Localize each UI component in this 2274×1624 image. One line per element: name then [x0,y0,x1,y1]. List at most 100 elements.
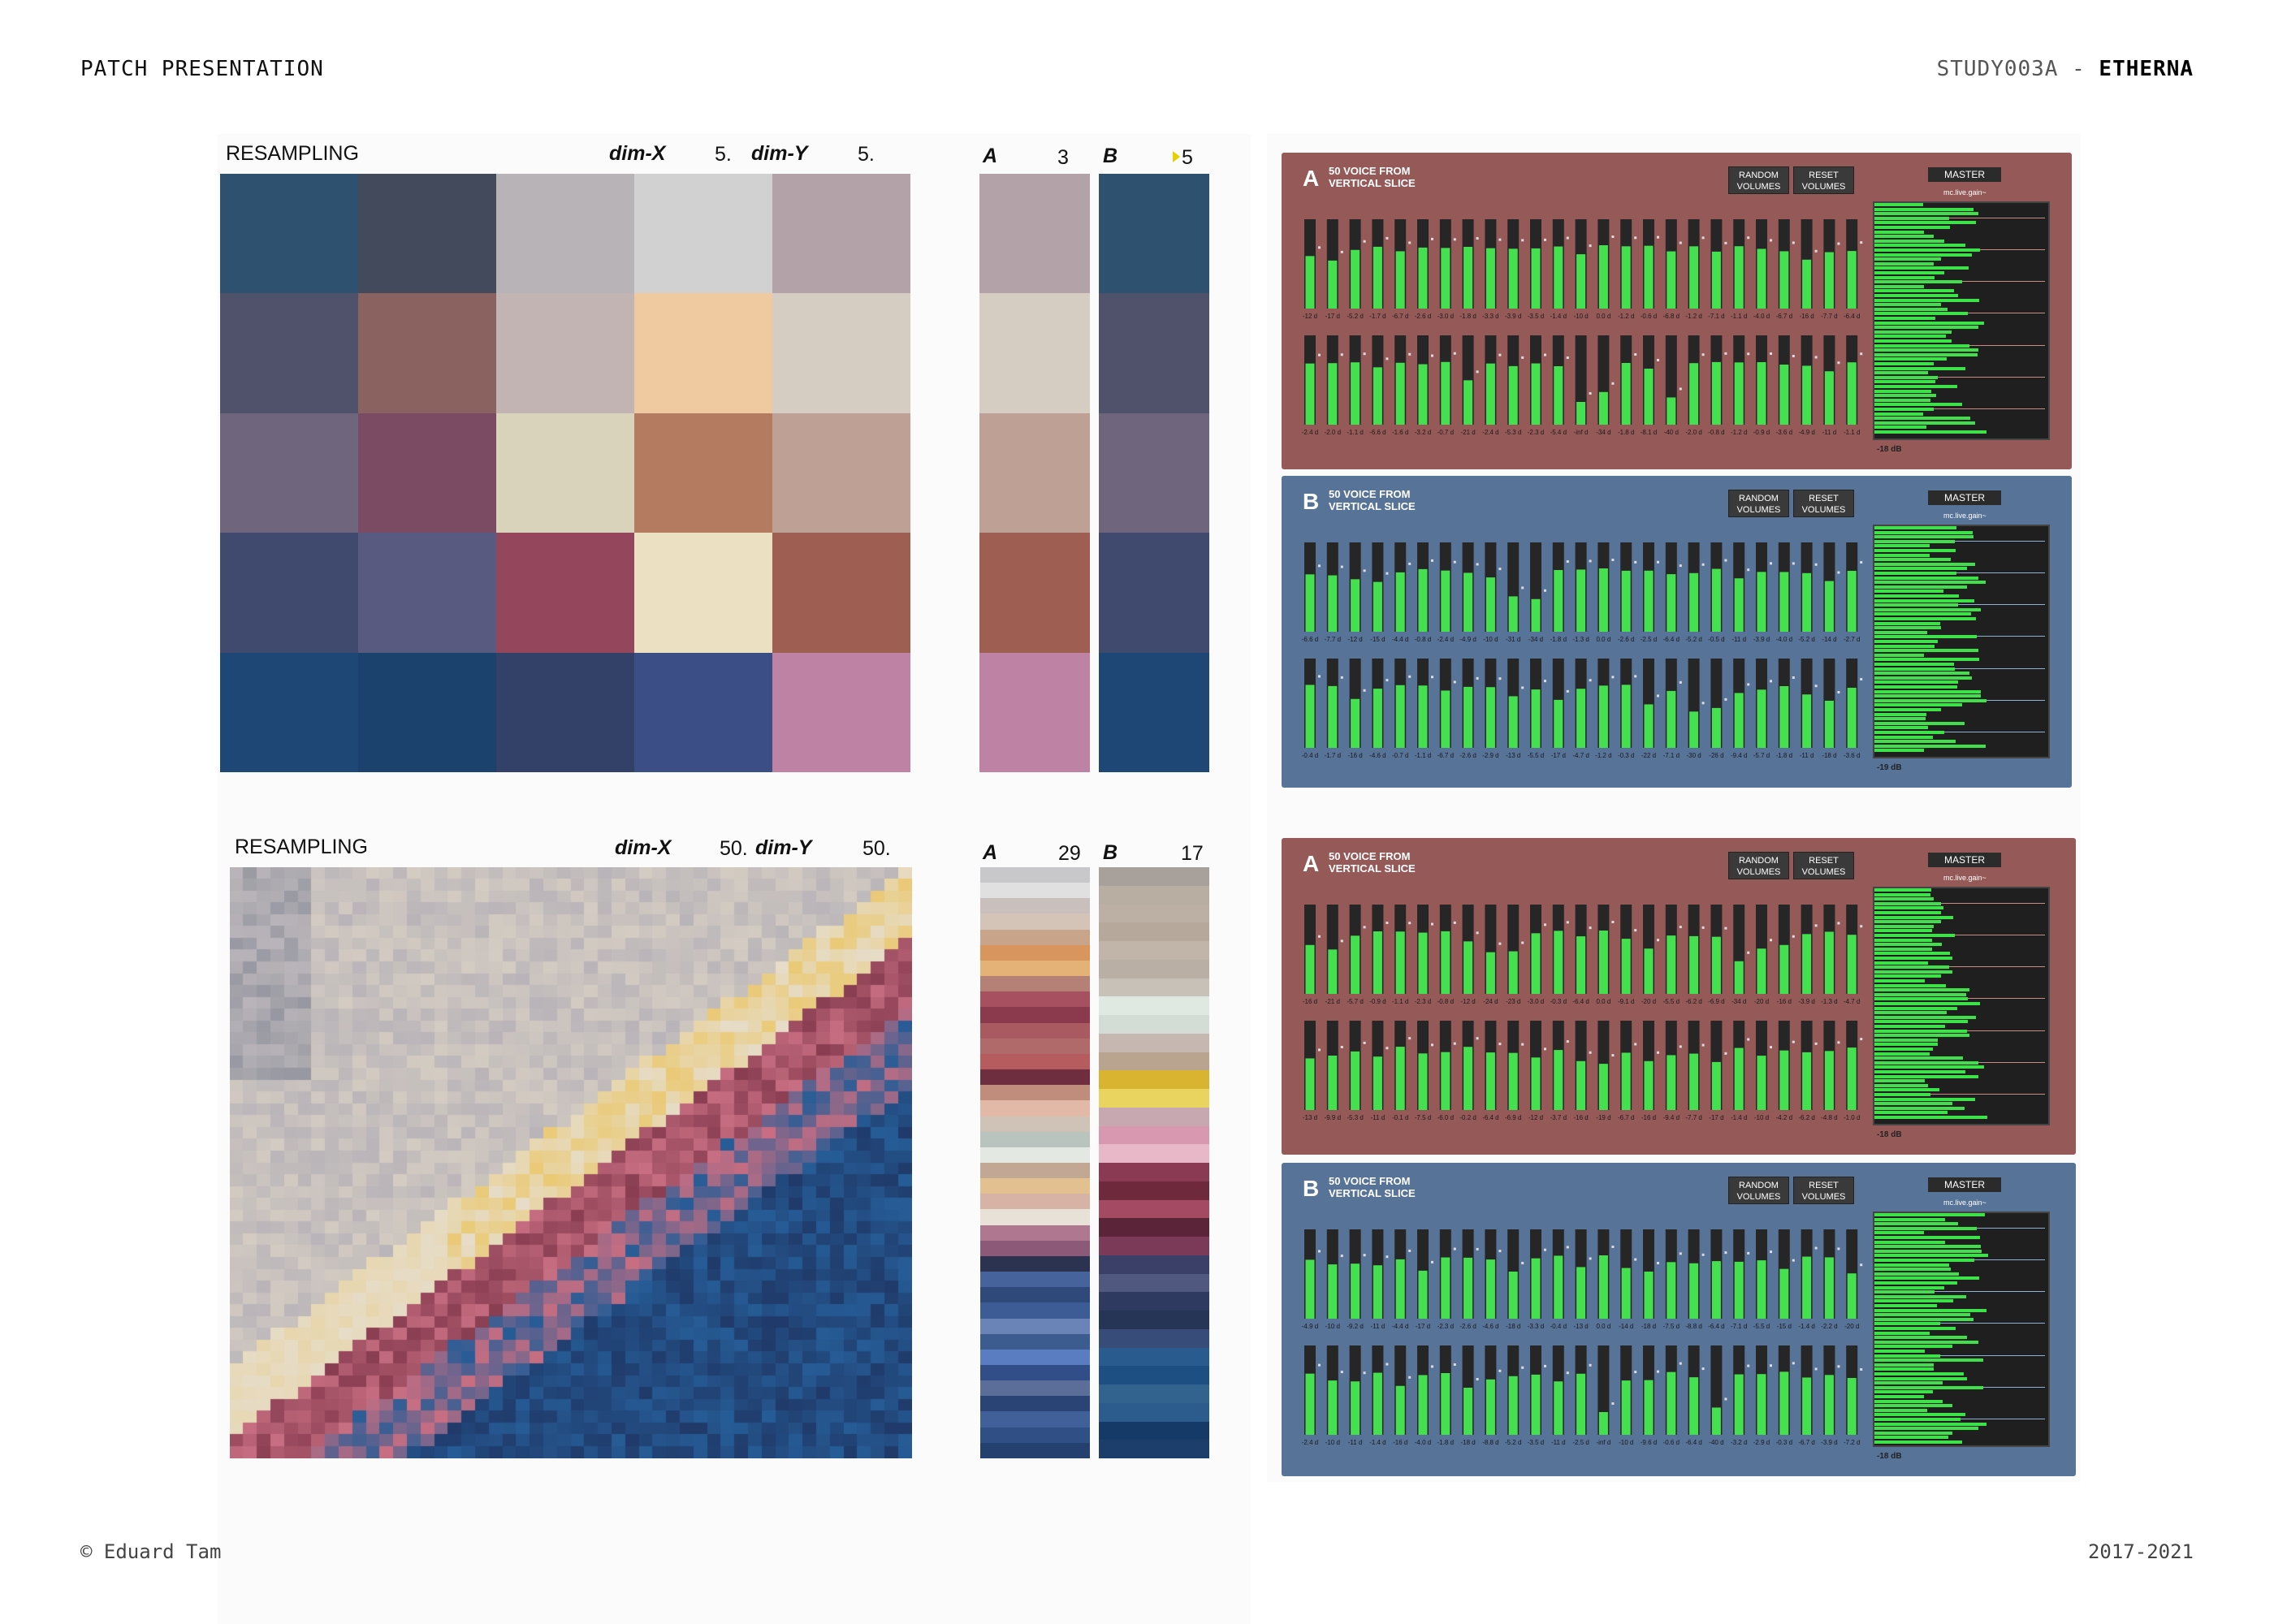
fader-handle[interactable] [1657,1370,1659,1373]
fader-handle[interactable] [1747,683,1750,686]
fader-handle[interactable] [1521,1043,1524,1046]
fader-handle[interactable] [1566,921,1569,924]
fader-handle[interactable] [1860,352,1863,356]
fader-handle[interactable] [1814,685,1818,688]
master-gain-meter[interactable] [1873,201,2050,440]
master-button[interactable]: MASTER [1928,490,2001,505]
fader-handle[interactable] [1792,355,1795,357]
fader-handle[interactable] [1318,246,1321,249]
fader-handle[interactable] [1498,568,1502,571]
fader-handle[interactable] [1792,676,1795,679]
fader-handle[interactable] [1679,1362,1682,1365]
fader-handle[interactable] [1431,1365,1433,1368]
reset-volumes-button[interactable]: RESET VOLUMES [1793,490,1854,517]
fader-handle[interactable] [1318,564,1321,568]
reset-volumes-button[interactable]: RESET VOLUMES [1793,1177,1854,1204]
fader-handle[interactable] [1544,589,1546,592]
fader-handle[interactable] [1340,250,1343,253]
dimy-value[interactable]: 5. [858,143,875,166]
fader-handle[interactable] [1701,702,1705,705]
fader-handle[interactable] [1679,387,1682,391]
fader-handle[interactable] [1431,1043,1433,1047]
fader-handle[interactable] [1453,921,1456,924]
fader-handle[interactable] [1770,352,1772,355]
fader-handle[interactable] [1860,561,1863,564]
fader-handle[interactable] [1453,352,1456,355]
fader-handle[interactable] [1544,680,1546,683]
fader-handle[interactable] [1453,1042,1456,1045]
fader-handle[interactable] [1544,1364,1546,1367]
random-volumes-button[interactable]: RANDOM VOLUMES [1728,1177,1789,1204]
fader-handle[interactable] [1363,689,1366,692]
fader-handle[interactable] [1566,356,1569,359]
fader-handle[interactable] [1318,1363,1321,1367]
fader-handle[interactable] [1792,1040,1795,1043]
fader-handle[interactable] [1431,559,1433,562]
fader-handle[interactable] [1318,675,1321,678]
fader-handle[interactable] [1724,1052,1727,1055]
fader-handle[interactable] [1453,1363,1456,1366]
fader-handle[interactable] [1566,1371,1569,1375]
fader-handle[interactable] [1589,244,1592,248]
fader-handle[interactable] [1340,1046,1343,1048]
fader-handle[interactable] [1431,1260,1433,1263]
fader-handle[interactable] [1408,1249,1412,1252]
fader-handle[interactable] [1611,676,1615,679]
fader-handle[interactable] [1363,352,1366,356]
fader-handle[interactable] [1498,353,1502,356]
fader-handle[interactable] [1521,1262,1524,1264]
fader-handle[interactable] [1566,236,1569,240]
fader-handle[interactable] [1770,1250,1772,1254]
fader-handle[interactable] [1589,392,1592,395]
fader-handle[interactable] [1544,353,1546,356]
fader-handle[interactable] [1566,689,1569,693]
fader-handle[interactable] [1386,236,1389,240]
fader-handle[interactable] [1747,1038,1750,1041]
random-volumes-button[interactable]: RANDOM VOLUMES [1728,852,1789,879]
fader-handle[interactable] [1724,241,1727,244]
fader-handle[interactable] [1453,560,1456,564]
fader-handle[interactable] [1792,935,1795,938]
fader-handle[interactable] [1701,236,1705,240]
fader-handle[interactable] [1431,354,1433,357]
fader-handle[interactable] [1589,1051,1592,1054]
fader-handle[interactable] [1363,926,1366,929]
fader-handle[interactable] [1860,678,1863,680]
fader-handle[interactable] [1701,1043,1705,1047]
fader-handle[interactable] [1544,1248,1546,1251]
fader-handle[interactable] [1657,560,1659,564]
fader-handle[interactable] [1363,240,1366,243]
fader-handle[interactable] [1837,1365,1840,1368]
fader-handle[interactable] [1792,562,1795,565]
fader-handle[interactable] [1634,929,1637,932]
fader-handle[interactable] [1792,241,1795,244]
fader-handle[interactable] [1814,924,1818,927]
fader-handle[interactable] [1453,680,1456,684]
palette-b-count[interactable]: 5 [1182,146,1193,169]
fader-handle[interactable] [1521,1366,1524,1369]
reset-volumes-button[interactable]: RESET VOLUMES [1793,852,1854,879]
fader-handle[interactable] [1431,237,1433,240]
master-gain-meter[interactable] [1873,525,2050,758]
fader-handle[interactable] [1724,926,1727,930]
fader-handle[interactable] [1476,1037,1479,1040]
fader-handle[interactable] [1814,249,1818,253]
fader-handle[interactable] [1747,951,1750,954]
fader-handle[interactable] [1747,352,1750,356]
fader-handle[interactable] [1363,1041,1366,1044]
fader-handle[interactable] [1498,942,1502,945]
fader-handle[interactable] [1611,1246,1615,1248]
fader-handle[interactable] [1657,1051,1659,1054]
fader-handle[interactable] [1408,1376,1412,1379]
fader-handle[interactable] [1318,935,1321,938]
fader-handle[interactable] [1340,676,1343,679]
fader-handle[interactable] [1544,1047,1546,1051]
fader-handle[interactable] [1566,1040,1569,1043]
fader-handle[interactable] [1340,939,1343,943]
fader-handle[interactable] [1566,1246,1569,1249]
random-volumes-button[interactable]: RANDOM VOLUMES [1728,490,1789,517]
fader-handle[interactable] [1792,1362,1795,1365]
fader-handle[interactable] [1340,353,1343,356]
fader-handle[interactable] [1679,564,1682,568]
palette-a-count[interactable]: 29 [1058,842,1081,865]
